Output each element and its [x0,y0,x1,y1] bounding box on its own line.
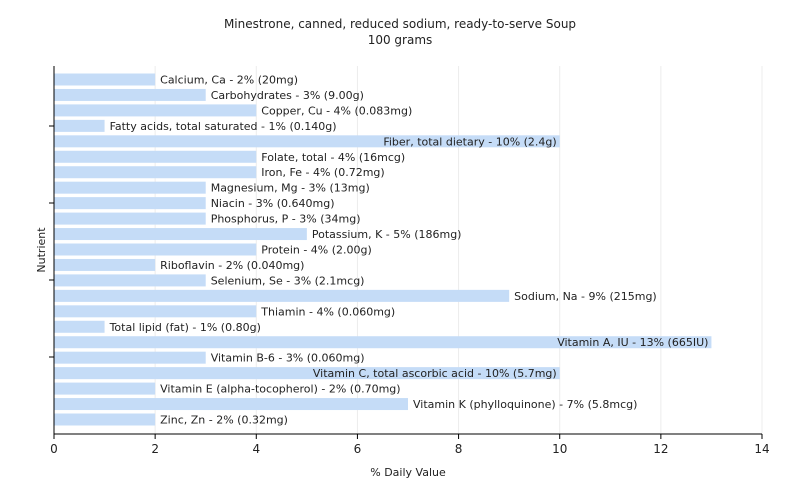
bar [54,166,257,179]
bar [54,104,257,117]
x-tick-label: 0 [50,442,58,456]
bar-label: Protein - 4% (2.00g) [261,244,372,257]
bar-label: Vitamin E (alpha-tocopherol) - 2% (0.70m… [160,383,400,396]
bar [54,88,206,101]
axes: 0 2 4 6 8 10 12 14 [49,66,770,456]
bar-label: Iron, Fe - 4% (0.72mg) [261,166,384,179]
bar [54,382,156,395]
x-tick-label: 2 [151,442,159,456]
x-tick-label: 8 [455,442,463,456]
chart-subtitle: 100 grams [367,33,433,47]
bar-label: Niacin - 3% (0.640mg) [211,197,335,210]
x-tick-label: 6 [354,442,362,456]
bar [54,398,408,411]
bar [54,320,105,333]
bar-label: Total lipid (fat) - 1% (0.80g) [109,321,261,334]
bar-label: Vitamin C, total ascorbic acid - 10% (5.… [313,367,557,380]
bar-label: Riboflavin - 2% (0.040mg) [160,259,304,272]
bar [54,228,307,241]
bar-label: Copper, Cu - 4% (0.083mg) [261,104,412,117]
chart-title: Minestrone, canned, reduced sodium, read… [223,17,577,31]
bar [54,336,712,349]
bar-label: Thiamin - 4% (0.060mg) [260,305,395,318]
bar-label: Selenium, Se - 3% (2.1mcg) [211,274,365,287]
bar-label: Fiber, total dietary - 10% (2.4g) [383,135,556,148]
x-axis-title: % Daily Value [370,466,446,479]
bar-label: Fatty acids, total saturated - 1% (0.140… [110,120,337,133]
chart-title-block: Minestrone, canned, reduced sodium, read… [0,16,800,48]
bar [54,274,206,287]
bar [54,181,206,194]
bar [54,413,156,426]
bar [54,258,156,271]
x-tick-label: 12 [653,442,668,456]
bar-label: Phosphorus, P - 3% (34mg) [211,213,361,226]
bar-label: Folate, total - 4% (16mcg) [261,151,405,164]
x-tick-label: 14 [754,442,769,456]
y-axis-title: Nutrient [35,227,48,273]
bar [54,367,560,380]
bar [54,212,206,225]
bar-label: Calcium, Ca - 2% (20mg) [160,74,298,87]
bar [54,73,156,86]
bar-label: Vitamin K (phylloquinone) - 7% (5.8mcg) [413,398,637,411]
bar-label: Zinc, Zn - 2% (0.32mg) [160,414,288,427]
bar [54,351,206,364]
bar [54,150,257,163]
x-tick-label: 10 [552,442,567,456]
bar-label: Vitamin A, IU - 13% (665IU) [557,336,708,349]
bar-label: Magnesium, Mg - 3% (13mg) [211,182,370,195]
bar-label: Vitamin B-6 - 3% (0.060mg) [211,352,365,365]
bar-label: Carbohydrates - 3% (9.00g) [211,89,364,102]
bar [54,135,560,148]
bar-label: Potassium, K - 5% (186mg) [312,228,462,241]
bar [54,289,510,302]
bars: Calcium, Ca - 2% (20mg) Carbohydrates - 3… [54,73,712,427]
bar [54,197,206,210]
bar [54,119,105,132]
bar [54,243,257,256]
bar [54,305,257,318]
x-tick-label: 4 [252,442,260,456]
bar-label: Sodium, Na - 9% (215mg) [514,290,657,303]
